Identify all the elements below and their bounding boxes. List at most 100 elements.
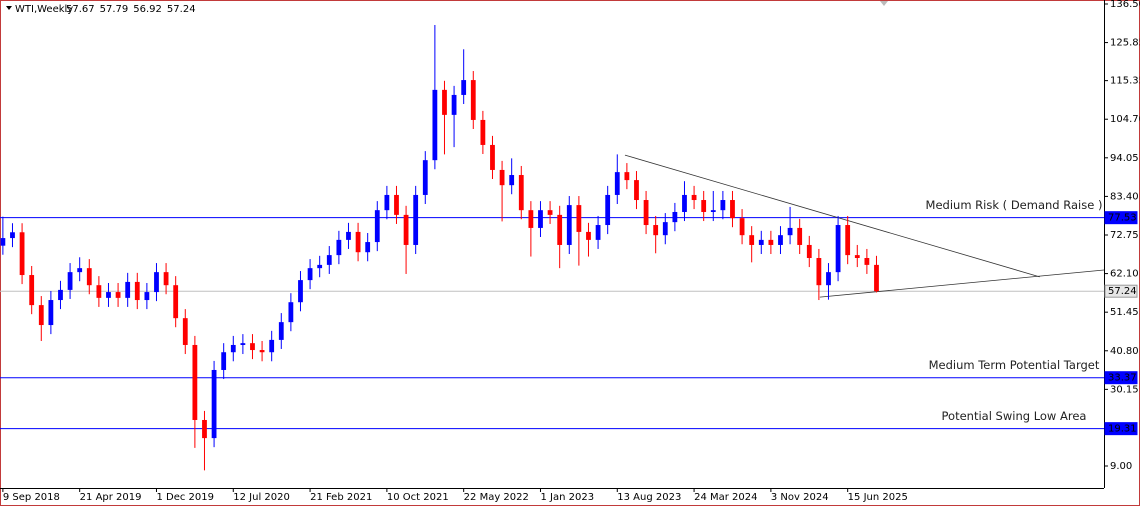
candle-body [682, 194, 687, 212]
x-tick-label: 1 Dec 2019 [156, 492, 214, 503]
level-box [1104, 422, 1138, 436]
candle-body [442, 89, 447, 115]
candle-body [192, 344, 198, 420]
candle-body [480, 119, 486, 145]
y-tick-label: 40.80 [1110, 346, 1139, 357]
level-value: 77.53 [1108, 213, 1137, 224]
candle-body [605, 194, 611, 226]
candle-body [730, 200, 735, 219]
x-tick-label: 3 Nov 2024 [771, 492, 829, 503]
candle-body [413, 194, 419, 245]
candle-body [144, 292, 150, 301]
candle-body [355, 231, 361, 253]
y-tick-label: 125.85 [1110, 38, 1140, 49]
candle-body [864, 258, 870, 265]
candle-body [250, 343, 255, 351]
candle-body [672, 211, 678, 223]
candle-body [854, 255, 860, 259]
x-tick-label: 24 Mar 2024 [694, 492, 757, 503]
candle-body [134, 281, 140, 301]
candle-body [787, 227, 793, 236]
candle-body [432, 89, 438, 161]
candle-body [346, 231, 351, 240]
candle-body [38, 305, 44, 326]
y-tick-label: 104.70 [1110, 114, 1140, 125]
candle-body [691, 194, 697, 201]
candle-body [86, 268, 92, 286]
candle-body [538, 210, 543, 228]
candle-body [0, 238, 6, 246]
candle-body [557, 214, 563, 245]
y-tick-label: 136.50 [1110, 0, 1140, 10]
candle-body [576, 205, 582, 232]
x-tick-label: 15 Jun 2025 [848, 492, 908, 503]
candle-body [326, 255, 332, 265]
y-tick-label: 62.10 [1110, 269, 1139, 280]
level-value: 33.37 [1108, 373, 1137, 384]
candle-body [307, 268, 313, 281]
candle-body [278, 322, 284, 340]
candle-body [125, 281, 131, 298]
candle-body [422, 160, 428, 195]
candle-body [336, 239, 342, 256]
candle-body [58, 289, 63, 301]
candle-body [221, 352, 227, 370]
candle-body [586, 231, 591, 240]
candle-body [595, 225, 601, 240]
trendline [819, 269, 1105, 298]
candle-body [259, 350, 265, 353]
candle-body [509, 175, 515, 186]
level-value: 57.24 [1108, 286, 1137, 297]
candle-body [202, 419, 207, 439]
candle-body [634, 180, 639, 201]
candle-body [230, 344, 236, 353]
candle-body [797, 227, 803, 245]
candle-body [566, 205, 572, 245]
candle-body [816, 258, 822, 286]
y-tick-label: 94.05 [1110, 153, 1139, 164]
candle-body [662, 222, 668, 236]
candle-body [154, 272, 159, 293]
candle-body [547, 210, 553, 215]
candle-body [29, 275, 35, 306]
x-tick-label: 22 May 2022 [464, 492, 529, 503]
candle-body [48, 300, 54, 326]
candle-body [163, 272, 169, 286]
candle-body [115, 292, 121, 298]
candle-body [269, 339, 275, 353]
candle-body [518, 175, 524, 211]
candle-body [499, 169, 505, 186]
y-tick-label: 9.00 [1110, 461, 1132, 472]
candle-body [394, 194, 399, 215]
header-value: 57.79 [100, 4, 129, 15]
x-tick-label: 10 Oct 2021 [387, 492, 449, 503]
level-note: Medium Term Potential Target [929, 358, 1100, 372]
candle-body [317, 264, 323, 269]
trendline [624, 154, 1040, 278]
level-box [1104, 211, 1138, 225]
x-tick-label: 21 Feb 2021 [310, 492, 372, 503]
candle-body [874, 264, 879, 292]
shift-marker [880, 1, 888, 6]
candle-body [10, 232, 15, 239]
x-tick-label: 21 Apr 2019 [80, 492, 142, 503]
candle-body [778, 235, 783, 245]
candle-body [365, 242, 371, 253]
candle-body [106, 292, 111, 298]
candle-body [96, 285, 102, 298]
x-tick-label: 9 Sep 2018 [3, 492, 60, 503]
y-tick-label: 115.35 [1110, 76, 1140, 87]
candle-body [701, 200, 707, 212]
header-value: 56.92 [133, 4, 162, 15]
candle-body [77, 268, 83, 273]
candle-body [720, 200, 726, 211]
candle-body [490, 144, 495, 170]
candle-body [614, 172, 620, 195]
candle-body [739, 218, 745, 236]
level-value: 19.31 [1108, 424, 1137, 435]
candle-body [624, 172, 630, 181]
x-tick-label: 1 Jan 2023 [540, 492, 594, 503]
candle-body [240, 343, 246, 345]
